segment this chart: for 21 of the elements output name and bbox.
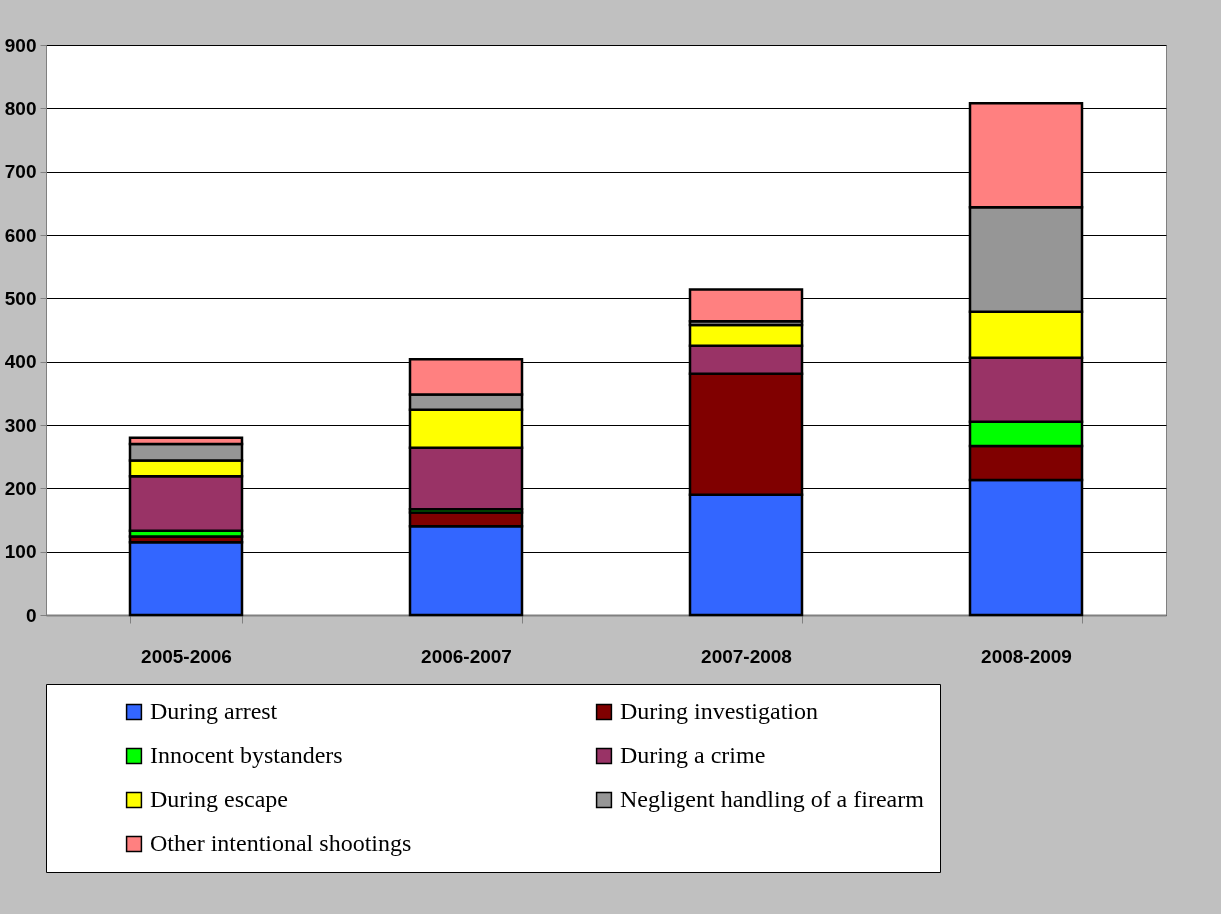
legend-label: Innocent bystanders (150, 742, 343, 768)
x-tick-label: 2008-2009 (981, 645, 1072, 667)
y-tick-label: 0 (25, 604, 37, 626)
y-tick-label: 700 (4, 161, 37, 183)
y-tick-label: 200 (4, 477, 37, 499)
x-tick-label: 2006-2007 (421, 645, 512, 667)
y-tick-label: 100 (4, 541, 37, 563)
x-tick-label: 2005-2006 (141, 645, 232, 667)
y-tick-label: 800 (4, 97, 37, 119)
y-tick-label: 500 (4, 287, 37, 309)
x-tick-label: 2007-2008 (701, 645, 792, 667)
legend-label: During arrest (150, 698, 278, 724)
y-tick-label: 600 (4, 224, 37, 246)
legend-label: During escape (150, 786, 288, 812)
legend-label: During investigation (620, 698, 818, 724)
legend-label: Negligent handling of a firearm (620, 786, 925, 812)
legend-label: Other intentional shootings (150, 830, 412, 856)
y-tick-label: 400 (4, 351, 37, 373)
legend-label: During a crime (620, 742, 766, 768)
y-tick-label: 900 (4, 34, 37, 56)
y-tick-label: 300 (4, 414, 37, 436)
